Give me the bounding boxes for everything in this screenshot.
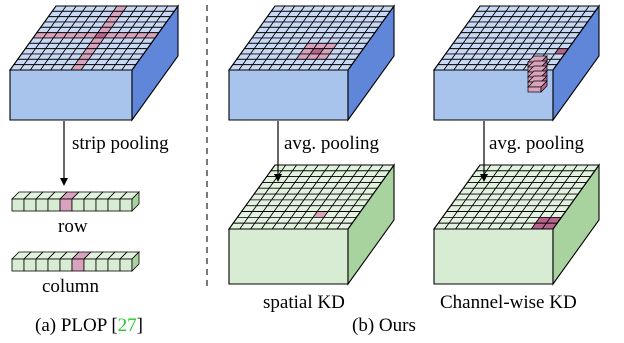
- strip-pooling-label: strip pooling: [72, 133, 169, 154]
- caption-a: (a) PLOP [27]: [35, 315, 143, 336]
- channel-pooled-tensor: [432, 163, 601, 286]
- avg-pooling-label-channel: avg. pooling: [489, 133, 584, 154]
- caption-a-reference[interactable]: 27: [118, 315, 137, 336]
- spatial-pooled-tensor: [227, 163, 396, 286]
- channel-wise-kd-label: Channel-wise KD: [440, 292, 577, 313]
- avg-pooling-label-spatial: avg. pooling: [284, 133, 379, 154]
- channel-feature-tensor: [432, 4, 601, 122]
- arrow-strip-pooling: [60, 121, 68, 186]
- arrow-avg-pooling-channel: [480, 121, 488, 182]
- column-strip-vector: [11, 251, 140, 272]
- plop-feature-tensor: [8, 4, 180, 122]
- column-label: column: [42, 276, 99, 297]
- arrow-avg-pooling-spatial: [274, 121, 282, 182]
- row-label: row: [58, 216, 88, 237]
- caption-b: (b) Ours: [352, 315, 416, 336]
- caption-a-prefix: (a) PLOP [: [35, 315, 118, 336]
- caption-a-suffix: ]: [137, 315, 143, 336]
- row-strip-vector: [11, 191, 140, 212]
- spatial-feature-tensor: [227, 4, 396, 122]
- spatial-kd-label: spatial KD: [263, 292, 345, 313]
